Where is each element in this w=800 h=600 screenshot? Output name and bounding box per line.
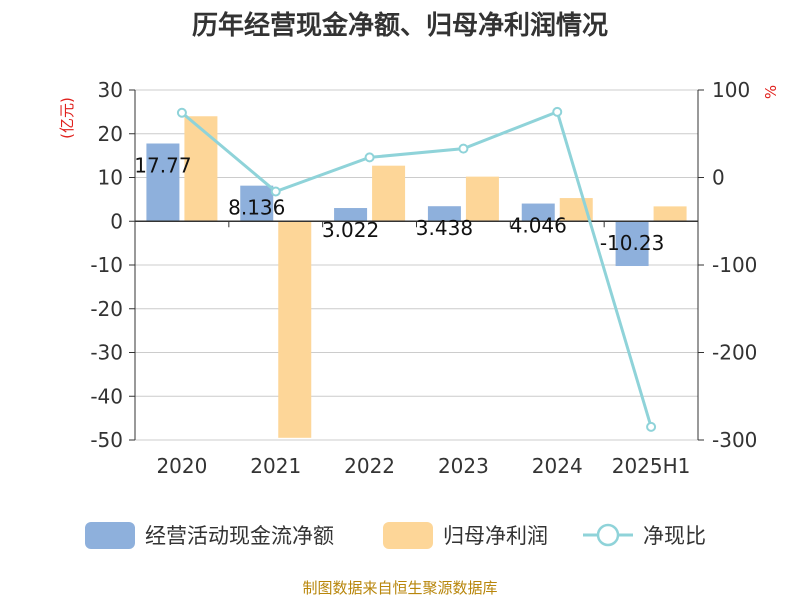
source-note: 制图数据来自恒生聚源数据库 [302, 579, 497, 597]
cashflow-data-label: 3.438 [416, 216, 473, 240]
cashflow-data-label: 3.022 [322, 218, 379, 242]
chart-title: 历年经营现金净额、归母净利润情况 [192, 10, 608, 41]
legend-swatch-cashflow [85, 522, 135, 549]
net-profit-bar [372, 165, 406, 222]
cashflow-bar [240, 185, 274, 222]
y-left-tick-label: 10 [98, 166, 123, 190]
legend: 经营活动现金流净额 归母净利润 净现比 [85, 522, 706, 549]
y-left-axis-label: (亿元) [58, 97, 76, 139]
legend-swatch-ratio-marker [596, 523, 620, 547]
y-right-tick-label: 100 [712, 78, 750, 102]
x-tick-label: 2025H1 [612, 454, 691, 478]
y-right-tick-label: -100 [712, 253, 757, 277]
ratio-point [458, 143, 469, 154]
y-left-tick-label: -20 [90, 297, 123, 321]
cashflow-bar [146, 143, 180, 222]
y-left-tick-label: 30 [98, 78, 123, 102]
y-right-tick-label: -200 [712, 341, 757, 365]
bars [146, 116, 687, 438]
cashflow-data-label: -10.23 [600, 231, 664, 255]
ratio-point [176, 107, 187, 118]
x-tick-label: 2021 [250, 454, 301, 478]
y-left-tick-label: 0 [110, 209, 123, 233]
x-tick-label: 2024 [532, 454, 583, 478]
x-tick-label: 2020 [156, 454, 207, 478]
y-left-tick-label: -10 [90, 253, 123, 277]
cashflow-data-label: 8.136 [228, 196, 285, 220]
x-tick-label: 2023 [438, 454, 489, 478]
ratio-line [176, 106, 657, 432]
legend-label-ratio: 净现比 [643, 524, 706, 548]
x-tick-label: 2022 [344, 454, 395, 478]
data-labels: 17.77 8.136 3.022 3.438 4.046 -10.23 [134, 154, 664, 256]
cashflow-data-label: 17.77 [134, 154, 191, 178]
cashflow-data-label: 4.046 [510, 214, 567, 238]
axes: 3020100-10-20-30-40-501000-100-200-30020… [58, 78, 780, 478]
net-profit-bar [465, 176, 499, 222]
net-profit-bar [278, 221, 312, 438]
y-right-axis-label: % [762, 85, 780, 99]
y-left-tick-label: -30 [90, 341, 123, 365]
cashflow-bar [615, 221, 649, 267]
cashflow-bar [427, 206, 461, 222]
y-left-tick-label: 20 [98, 122, 123, 146]
y-right-tick-label: -300 [712, 428, 757, 452]
legend-label-cashflow: 经营活动现金流净额 [145, 524, 334, 548]
ratio-line-path [180, 109, 653, 428]
net-profit-bar [184, 116, 218, 222]
cashflow-bar [334, 208, 368, 222]
legend-swatch-net-profit [383, 522, 433, 549]
y-left-tick-label: -50 [90, 428, 123, 452]
ratio-point [646, 421, 657, 432]
ratio-point [364, 152, 375, 163]
legend-label-net-profit: 归母净利润 [443, 524, 548, 548]
cashflow-bar [521, 203, 555, 222]
y-left-tick-label: -40 [90, 384, 123, 408]
y-right-tick-label: 0 [712, 166, 725, 190]
ratio-point [552, 106, 563, 117]
ratio-point [270, 186, 281, 197]
net-profit-bar [653, 206, 687, 222]
